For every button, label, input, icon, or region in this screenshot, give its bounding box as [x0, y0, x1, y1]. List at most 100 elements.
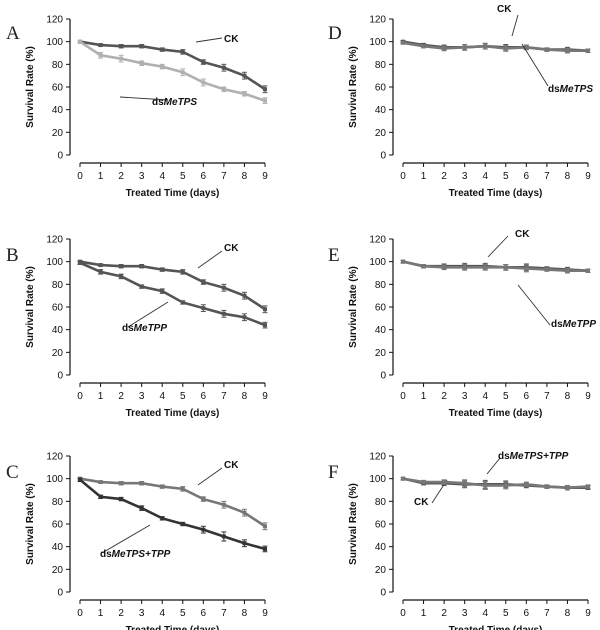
- y-tick-label: 0: [57, 371, 63, 382]
- data-point: [180, 269, 185, 274]
- data-point: [503, 265, 508, 270]
- x-tick-label: 0: [77, 608, 83, 619]
- data-point: [442, 46, 447, 51]
- x-tick-label: 5: [180, 608, 186, 619]
- label-leader-line: [127, 301, 169, 328]
- x-tick-label: 6: [524, 391, 530, 402]
- data-point: [524, 45, 529, 50]
- y-tick-label: 100: [46, 257, 63, 268]
- x-tick-label: 2: [441, 608, 447, 619]
- data-point: [421, 264, 426, 269]
- x-tick-label: 3: [139, 171, 145, 182]
- panel-letter: A: [6, 23, 20, 44]
- x-axis-title: Treated Time (days): [449, 625, 543, 630]
- y-axis-title: Survival Rate (%): [25, 483, 36, 565]
- x-axis-title: Treated Time (days): [126, 408, 220, 419]
- y-tick-label: 100: [369, 474, 386, 485]
- series-label: CK: [224, 34, 239, 45]
- label-leader-line: [511, 14, 519, 37]
- x-tick-label: 0: [400, 391, 406, 402]
- data-point: [221, 311, 226, 316]
- data-point: [483, 265, 488, 270]
- x-tick-label: 6: [201, 171, 207, 182]
- data-point: [442, 480, 447, 485]
- label-leader-line: [197, 467, 223, 486]
- y-axis-title: Survival Rate (%): [348, 266, 359, 348]
- x-tick-label: 8: [565, 391, 571, 402]
- y-tick-label: 80: [52, 280, 64, 291]
- x-tick-label: 3: [462, 608, 468, 619]
- y-tick-label: 100: [46, 37, 63, 48]
- x-tick-label: 3: [139, 391, 145, 402]
- y-tick-label: 40: [52, 542, 64, 553]
- y-axis-title: Survival Rate (%): [348, 483, 359, 565]
- x-tick-label: 0: [77, 171, 83, 182]
- panel-c: C 0 20 40 60 80 100 120 0 1 2 3 4 5 6 7 8 9 Treated Time (…: [6, 452, 268, 630]
- label-leader-line: [487, 235, 509, 258]
- y-tick-label: 20: [52, 348, 64, 359]
- x-tick-label: 9: [262, 391, 268, 402]
- data-point: [263, 87, 267, 92]
- x-tick-label: 9: [585, 171, 591, 182]
- data-point: [263, 307, 267, 312]
- x-tick-label: 2: [441, 171, 447, 182]
- x-tick-label: 9: [585, 608, 591, 619]
- data-point: [119, 44, 124, 49]
- y-tick-label: 60: [375, 83, 387, 94]
- y-tick-label: 120: [46, 235, 63, 246]
- data-point: [524, 482, 529, 487]
- series-label: dsMeTPP: [122, 323, 167, 334]
- series-dsmetps: dsMeTPS: [77, 39, 268, 108]
- y-axis-title: Survival Rate (%): [348, 46, 359, 128]
- data-point: [139, 44, 144, 49]
- y-tick-label: 0: [380, 151, 386, 162]
- y-tick-label: 20: [375, 348, 387, 359]
- x-tick-label: 9: [585, 391, 591, 402]
- x-axis-title: Treated Time (days): [449, 188, 543, 199]
- x-tick-label: 6: [524, 608, 530, 619]
- series-label-gene: MeTPS: [164, 97, 198, 108]
- panel-letter: C: [6, 462, 19, 483]
- series-label: CK: [224, 243, 239, 254]
- x-tick-label: 2: [118, 608, 124, 619]
- series-dsmetpp: dsMeTPP: [77, 260, 268, 334]
- data-point: [180, 300, 185, 305]
- series-ck: CK: [77, 460, 268, 531]
- data-point: [242, 315, 247, 320]
- y-tick-label: 40: [375, 105, 387, 116]
- panel-b: B 0 20 40 60 80 100 120 0 1 2 3 4 5 6 7 8 9 Treated Time (…: [6, 235, 268, 420]
- series-label: CK: [497, 4, 512, 15]
- data-point: [401, 40, 405, 45]
- data-point: [78, 39, 82, 44]
- y-axis-title: Survival Rate (%): [25, 266, 36, 348]
- y-axis-title: Survival Rate (%): [25, 46, 36, 128]
- x-tick-label: 7: [221, 391, 227, 402]
- x-tick-label: 6: [201, 391, 207, 402]
- x-tick-label: 8: [242, 608, 248, 619]
- x-tick-label: 5: [503, 608, 509, 619]
- y-tick-label: 120: [46, 452, 63, 463]
- x-tick-label: 2: [118, 171, 124, 182]
- series-line: [79, 40, 266, 91]
- panel-letter: D: [328, 23, 342, 44]
- data-point: [242, 91, 247, 96]
- x-tick-label: 9: [262, 608, 268, 619]
- panel-f: F 0 20 40 60 80 100 120 0 1 2 3 4 5 6 7 8 9 Treated Time (…: [328, 451, 591, 630]
- label-leader-line: [197, 250, 223, 269]
- series-label-gene: MeTPS+TPP: [510, 451, 569, 462]
- y-tick-label: 80: [375, 497, 387, 508]
- x-tick-label: 8: [242, 391, 248, 402]
- series-label: dsMeTPS: [548, 84, 593, 95]
- panel-d: D 0 20 40 60 80 100 120 0 1 2 3 4 5 6 7 8 9 Treated Time (…: [328, 4, 593, 199]
- series-label-gene: MeTPS: [560, 84, 594, 95]
- y-tick-label: 40: [375, 325, 387, 336]
- series-dsmetps-tpp: dsMeTPS+TPP: [77, 477, 268, 560]
- series-ck: CK: [77, 34, 268, 94]
- y-tick-label: 100: [369, 37, 386, 48]
- data-point: [180, 49, 185, 54]
- data-point: [139, 506, 144, 511]
- x-tick-label: 2: [441, 391, 447, 402]
- x-tick-label: 3: [462, 391, 468, 402]
- data-point: [586, 484, 590, 489]
- x-tick-label: 2: [118, 391, 124, 402]
